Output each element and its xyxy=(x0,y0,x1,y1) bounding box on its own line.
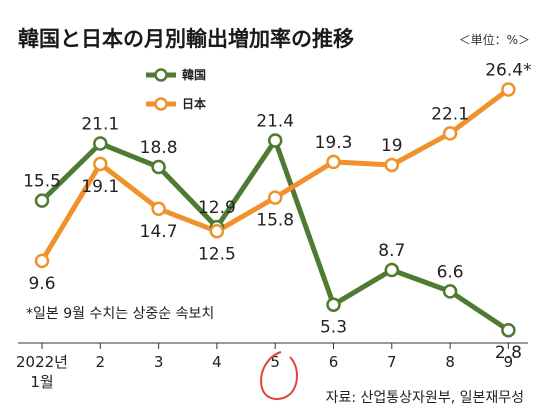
data-label-korea: 8.7 xyxy=(378,241,405,261)
legend-label-japan: 日本 xyxy=(182,96,206,111)
data-label-japan: 9.6 xyxy=(28,274,55,294)
data-label-korea: 2.8 xyxy=(495,343,522,363)
x-tick-label: 9 xyxy=(504,353,514,371)
series-layer xyxy=(34,82,516,338)
data-point-korea xyxy=(267,133,283,148)
data-label-japan: 19.1 xyxy=(81,177,119,197)
data-label-japan: 12.5 xyxy=(198,244,236,264)
data-label-korea: 6.6 xyxy=(437,262,464,282)
data-label-japan: 22.1 xyxy=(431,104,469,124)
data-point-japan xyxy=(442,126,458,141)
data-point-japan xyxy=(267,190,283,205)
value-labels: 15.5 21.1 18.8 12.9 21.4 5.3 8.7 6.6 2.8 9.6 19.1 1… xyxy=(23,60,532,363)
data-label-japan: 19 xyxy=(381,136,403,156)
data-point-korea xyxy=(384,262,400,278)
data-point-japan xyxy=(384,157,400,173)
x-tick-label: 6 xyxy=(329,353,339,371)
x-tick-label: 3 xyxy=(154,353,164,371)
data-point-korea xyxy=(442,284,458,299)
footnote: *일본 9월 수치는 상중순 속보치 xyxy=(26,306,214,322)
x-tick-label: 4 xyxy=(212,353,222,371)
data-label-korea: 21.4 xyxy=(256,111,294,131)
data-point-korea xyxy=(326,297,341,312)
data-point-japan xyxy=(326,154,341,170)
data-label-japan: 26.4* xyxy=(485,60,531,80)
data-label-japan: 19.3 xyxy=(315,133,353,153)
data-label-japan: 15.8 xyxy=(256,211,294,231)
chart-title: 韓国と日本の月別輸出増加率の推移 xyxy=(18,27,354,51)
x-tick-label: 2 xyxy=(96,353,106,371)
data-label-korea: 21.1 xyxy=(81,115,119,135)
series-line-korea xyxy=(39,138,511,333)
x-axis-ticks: 2022년 1월 2 3 4 5 6 7 8 9 xyxy=(16,343,513,391)
data-point-korea xyxy=(93,136,108,151)
data-point-korea xyxy=(151,159,166,175)
x-tick-label: 8 xyxy=(445,353,455,371)
data-point-japan xyxy=(209,224,225,239)
x-tick-label: 7 xyxy=(387,353,397,371)
data-point-japan xyxy=(34,253,50,269)
data-point-korea xyxy=(34,193,50,208)
legend-marker-japan xyxy=(154,97,168,111)
data-point-japan xyxy=(93,156,108,172)
handwritten-mark xyxy=(260,351,298,400)
data-label-korea: 15.5 xyxy=(23,172,61,192)
data-point-korea xyxy=(501,322,516,338)
data-label-japan: 14.7 xyxy=(140,222,178,242)
legend: 韓国 日本 xyxy=(146,67,206,111)
data-label-korea: 18.8 xyxy=(140,138,178,158)
data-label-korea: 5.3 xyxy=(320,318,347,338)
data-point-japan xyxy=(501,82,516,97)
data-point-japan xyxy=(151,201,166,217)
x-tick-label: 2022년 1월 xyxy=(16,353,68,391)
legend-marker-korea xyxy=(154,68,168,82)
legend-label-korea: 韓国 xyxy=(182,67,206,82)
source-note: 자료: 산업통상자원부, 일본재무성 xyxy=(326,390,524,406)
x-tick-label: 5 xyxy=(270,353,280,371)
unit-label: ＜単位：%＞ xyxy=(459,32,530,47)
data-label-korea: 12.9 xyxy=(198,198,236,218)
